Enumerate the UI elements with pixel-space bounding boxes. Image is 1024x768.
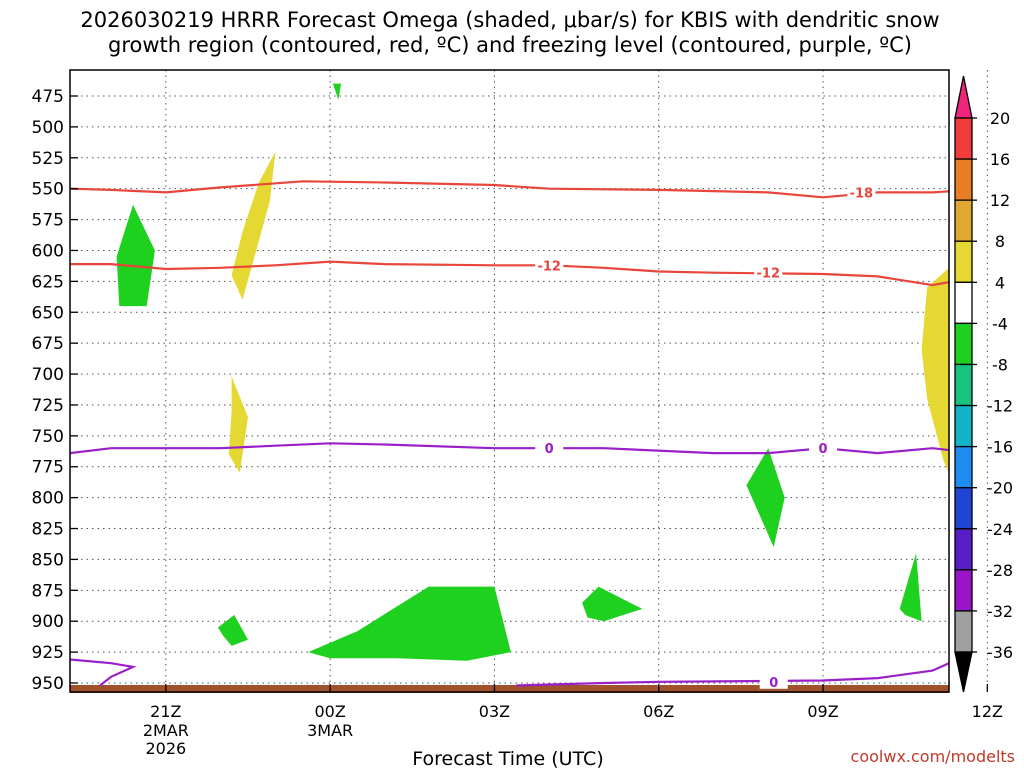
y-tick-label: 925 bbox=[32, 643, 64, 663]
colorbar-box bbox=[954, 487, 973, 530]
contour-label: 0 bbox=[819, 442, 828, 457]
omega-region bbox=[921, 267, 949, 473]
colorbar-label: -32 bbox=[987, 602, 1013, 621]
x-axis-label: Forecast Time (UTC) bbox=[412, 748, 603, 768]
contour-line bbox=[70, 180, 949, 199]
contour-line bbox=[70, 658, 137, 687]
colorbar-label: -16 bbox=[987, 438, 1013, 457]
colorbar-label: -20 bbox=[987, 479, 1013, 498]
colorbar-box bbox=[954, 528, 973, 571]
y-tick-label: 700 bbox=[32, 365, 64, 385]
y-tick-label: 575 bbox=[32, 211, 64, 231]
y-tick-label: 950 bbox=[32, 674, 64, 694]
contour-label: -12 bbox=[757, 267, 781, 282]
y-tick-label: 650 bbox=[32, 303, 64, 323]
x-tick-label: 06Z bbox=[643, 702, 674, 721]
y-tick-label: 600 bbox=[32, 241, 64, 261]
x-tick-label: 00Z bbox=[314, 702, 345, 721]
y-tick-label: 875 bbox=[32, 581, 64, 601]
ground-surface bbox=[70, 685, 949, 693]
x-tick-sublabel: 2026 bbox=[145, 739, 186, 758]
contour-label-bg bbox=[809, 440, 838, 456]
omega-region bbox=[746, 448, 785, 548]
colorbar-label: -24 bbox=[987, 520, 1013, 539]
omega-region bbox=[217, 615, 248, 646]
y-tick-label: 675 bbox=[32, 334, 64, 354]
y-tick-label: 775 bbox=[32, 458, 64, 478]
colorbar-box bbox=[954, 404, 973, 448]
colorbar-label: 20 bbox=[990, 109, 1010, 128]
contour-label-bg bbox=[754, 264, 783, 280]
colorbar-box bbox=[954, 281, 973, 325]
colorbar-box bbox=[954, 569, 973, 612]
colorbar-top-arrow bbox=[954, 75, 973, 119]
omega-region bbox=[228, 376, 248, 473]
omega-region bbox=[231, 151, 276, 300]
colorbar-box bbox=[954, 445, 973, 489]
contour-label-bg bbox=[759, 673, 788, 689]
y-tick-label: 800 bbox=[32, 489, 64, 509]
y-tick-label: 825 bbox=[32, 520, 64, 540]
colorbar-box bbox=[954, 363, 973, 407]
omega-region bbox=[308, 586, 511, 661]
colorbar-label: 16 bbox=[990, 150, 1010, 169]
chart-title-line2: growth region (contoured, red, ºC) and f… bbox=[108, 33, 912, 57]
contour-label-bg bbox=[535, 257, 564, 273]
colorbar-box bbox=[954, 322, 973, 366]
x-tick-label: 21Z bbox=[150, 702, 181, 721]
contour-label: 0 bbox=[769, 676, 778, 691]
omega-region bbox=[582, 586, 643, 622]
y-tick-label: 550 bbox=[32, 180, 64, 200]
omega-colorbar: 20 16 12 8 4 -4 -8 -12 -16 -20 -24 -28 -32 -36 bbox=[954, 75, 1013, 693]
colorbar-label: -28 bbox=[987, 561, 1013, 580]
colorbar-label: -8 bbox=[992, 355, 1008, 374]
colorbar-label: 12 bbox=[990, 191, 1010, 210]
omega-region bbox=[116, 204, 155, 307]
colorbar-label: 8 bbox=[995, 232, 1005, 251]
colorbar-box bbox=[954, 158, 973, 201]
colorbar-box bbox=[954, 117, 973, 160]
colorbar-label: -4 bbox=[992, 314, 1008, 333]
colorbar-label: -12 bbox=[987, 397, 1013, 416]
y-tick-label: 525 bbox=[32, 149, 64, 169]
y-tick-label: 750 bbox=[32, 427, 64, 447]
temperature-contours: -18 -12 -12 0 0 0 bbox=[70, 180, 949, 691]
y-tick-label: 850 bbox=[32, 550, 64, 570]
colorbar-box bbox=[954, 610, 973, 653]
chart-title-line1: 2026030219 HRRR Forecast Omega (shaded, … bbox=[80, 8, 939, 32]
colorbar-box bbox=[954, 199, 973, 242]
x-tick-label: 12Z bbox=[972, 702, 1003, 721]
omega-shaded-regions bbox=[116, 83, 949, 661]
omega-region bbox=[899, 553, 922, 622]
plot-frame bbox=[69, 69, 950, 693]
y-tick-label: 500 bbox=[32, 118, 64, 138]
y-tick-label: 900 bbox=[32, 612, 64, 632]
y-tick-label: 625 bbox=[32, 272, 64, 292]
colorbar-bottom-arrow bbox=[954, 651, 973, 693]
colorbar-label: 4 bbox=[995, 273, 1005, 292]
x-tick-sublabel: 2MAR bbox=[143, 721, 189, 740]
plot-gridlines bbox=[70, 70, 988, 692]
credit-text: coolwx.com/modelts bbox=[851, 747, 1015, 766]
x-tick-label: 03Z bbox=[479, 702, 510, 721]
contour-label: 0 bbox=[545, 442, 554, 457]
colorbar-label: -36 bbox=[987, 643, 1013, 662]
contour-label: -18 bbox=[850, 186, 874, 201]
y-tick-label: 725 bbox=[32, 396, 64, 416]
x-tick-label: 09Z bbox=[807, 702, 838, 721]
contour-label-bg bbox=[535, 440, 564, 456]
colorbar-box bbox=[954, 240, 973, 283]
contour-label-bg bbox=[847, 184, 876, 200]
contour-label: -12 bbox=[537, 259, 561, 274]
x-tick-sublabel: 3MAR bbox=[307, 721, 353, 740]
y-tick-label: 475 bbox=[32, 87, 64, 107]
omega-region bbox=[332, 83, 342, 100]
contour-line bbox=[516, 661, 949, 687]
pressure-axis: 475 500 525 550 575 600 625 650 675 700 725 750 775 8… bbox=[32, 87, 78, 694]
